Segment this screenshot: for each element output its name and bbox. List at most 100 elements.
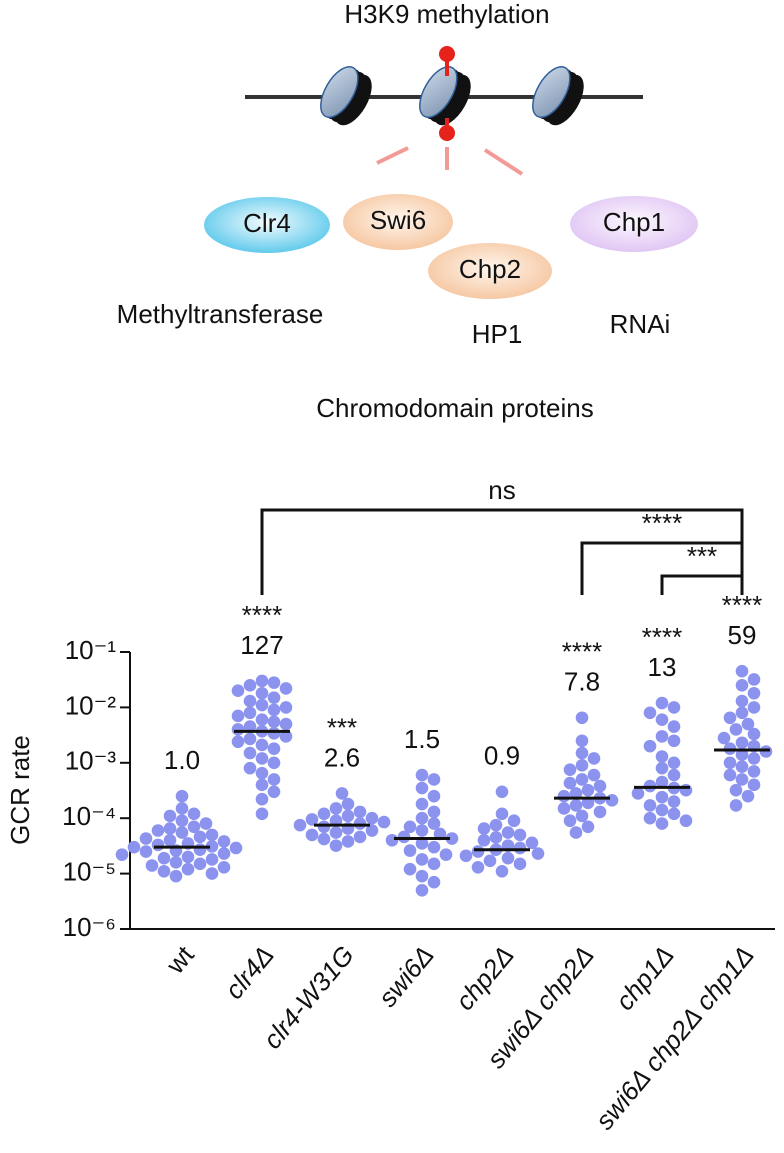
data-point	[581, 820, 595, 834]
data-point	[255, 778, 269, 792]
protein-label: Chp2	[459, 254, 521, 284]
data-point	[531, 847, 545, 860]
significance-label: ****	[642, 622, 682, 652]
connector	[376, 146, 409, 165]
data-point	[563, 776, 577, 790]
data-point	[175, 802, 189, 815]
data-point	[525, 836, 539, 850]
data-point	[139, 832, 153, 845]
significance-label: ***	[327, 712, 357, 742]
y-axis-label: GCR rate	[5, 735, 35, 845]
diagram-title: H3K9 methylation	[344, 0, 549, 29]
data-point	[427, 789, 441, 803]
data-point	[181, 850, 195, 864]
data-point	[377, 815, 391, 829]
data-point	[169, 855, 183, 869]
protein-label: Swi6	[370, 205, 426, 235]
significance-label: ****	[722, 590, 762, 620]
data-point	[513, 828, 527, 842]
data-point	[655, 803, 669, 817]
protein-oval	[343, 194, 453, 250]
data-point	[477, 833, 491, 847]
data-point	[667, 756, 681, 770]
data-point	[575, 759, 589, 772]
data-point	[427, 773, 441, 786]
protein-oval	[428, 243, 552, 299]
data-point	[231, 684, 245, 698]
data-point	[415, 781, 429, 795]
fold-change-label: 2.6	[324, 742, 360, 772]
data-point	[747, 778, 761, 792]
data-point	[747, 727, 761, 741]
x-tick-label: wt	[160, 939, 201, 980]
data-point	[655, 713, 669, 726]
data-point	[593, 779, 607, 793]
data-point	[267, 691, 281, 704]
data-point	[255, 807, 269, 821]
data-point	[341, 835, 355, 848]
fold-change-label: 13	[648, 652, 677, 682]
protein-label: Chp1	[603, 207, 665, 237]
data-point	[293, 818, 307, 832]
significance-label: ****	[242, 600, 282, 630]
data-point	[187, 807, 201, 821]
data-point	[557, 802, 571, 815]
data-point	[267, 676, 281, 689]
fold-change-label: 1.5	[404, 724, 440, 754]
data-point	[605, 794, 619, 807]
data-point	[717, 731, 731, 745]
data-point	[643, 706, 657, 720]
data-point	[243, 720, 257, 733]
data-point	[735, 706, 749, 720]
data-point	[471, 845, 485, 858]
data-point	[341, 797, 355, 811]
data-point	[279, 717, 293, 731]
data-point	[679, 814, 693, 828]
data-point	[243, 746, 257, 760]
y-tick-label: 10⁻⁶	[63, 912, 116, 942]
data-point	[729, 783, 743, 797]
data-point	[205, 853, 219, 866]
data-point	[255, 792, 269, 806]
comparison-bracket	[580, 541, 744, 595]
data-point	[353, 805, 367, 819]
data-point	[643, 799, 657, 812]
class-label: RNAi	[610, 309, 671, 339]
x-tick-label: chp2Δ	[449, 940, 519, 1016]
data-point	[255, 766, 269, 780]
y-tick-label: 10⁻¹	[65, 635, 117, 665]
data-point	[205, 840, 219, 853]
connector	[483, 148, 524, 176]
data-point	[255, 713, 269, 726]
data-point	[667, 734, 681, 748]
data-point	[217, 835, 231, 848]
data-point	[445, 832, 459, 845]
data-point	[415, 768, 429, 782]
data-point	[569, 826, 583, 839]
data-point	[631, 787, 645, 800]
data-point	[723, 711, 737, 725]
data-point	[145, 859, 159, 872]
data-point	[735, 748, 749, 762]
data-point	[217, 847, 231, 860]
data-point	[723, 756, 737, 770]
x-tick-label: chp1Δ	[609, 940, 679, 1016]
data-point	[169, 869, 183, 883]
data-point	[353, 830, 367, 844]
data-point	[427, 857, 441, 871]
data-point	[243, 732, 257, 746]
data-point	[317, 832, 331, 846]
data-point	[255, 674, 269, 688]
comparison-label: ***	[687, 541, 717, 571]
protein-label: Clr4	[243, 208, 291, 238]
data-point	[199, 817, 213, 830]
data-point	[403, 820, 417, 834]
data-point	[495, 807, 509, 821]
protein-oval	[204, 197, 330, 253]
fold-change-label: 1.0	[164, 745, 200, 775]
data-point	[267, 703, 281, 717]
data-point	[267, 756, 281, 770]
data-point	[495, 785, 509, 799]
data-point	[581, 783, 595, 797]
